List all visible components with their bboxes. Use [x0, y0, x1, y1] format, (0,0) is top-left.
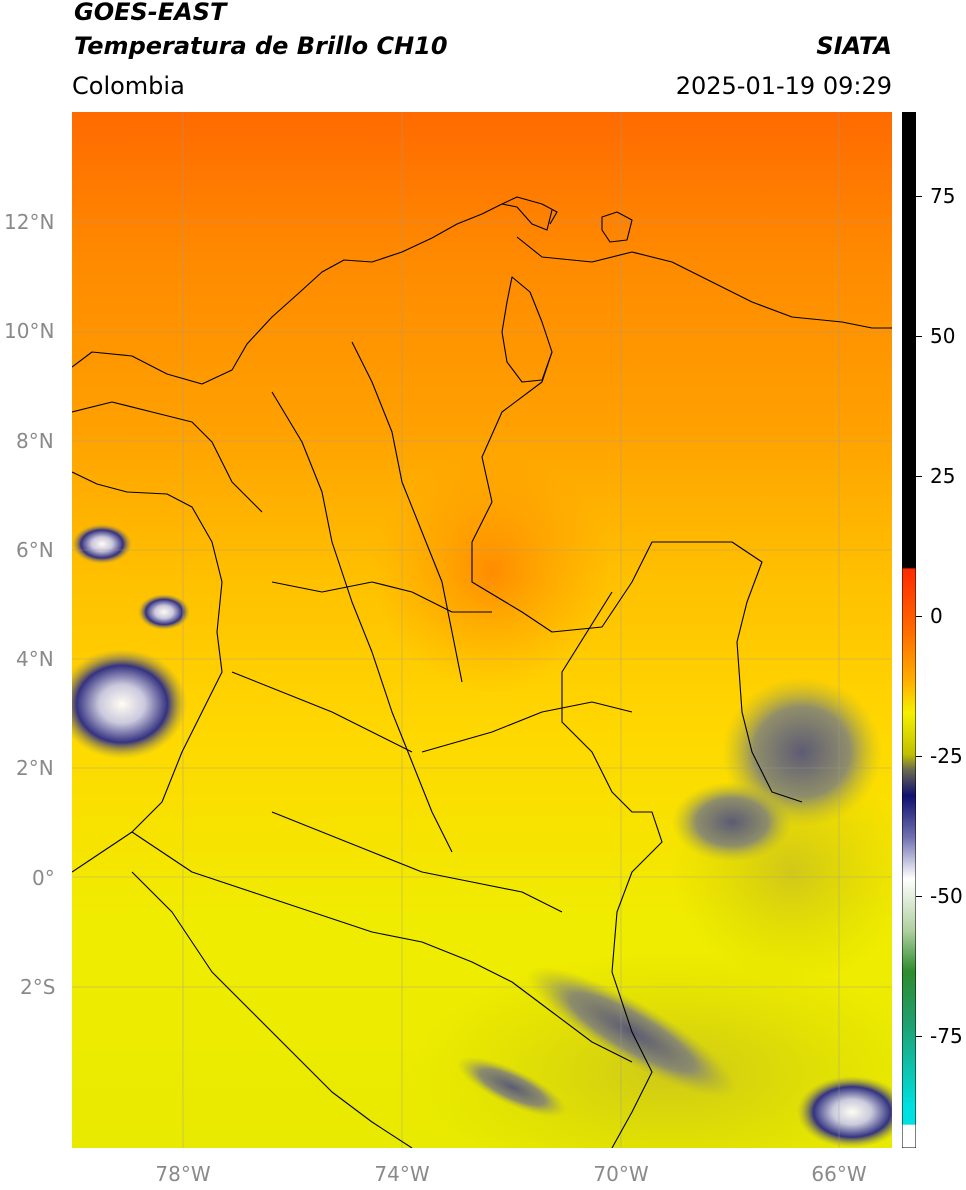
- internal-division-1: [271, 391, 453, 853]
- colorbar-tick-label: -50: [930, 884, 963, 908]
- internal-division-2: [351, 341, 463, 683]
- venezuela-coast: [516, 236, 892, 329]
- lat-label-6n: 6°N: [16, 538, 54, 562]
- colorbar-tick: [916, 756, 922, 757]
- internal-division-3: [271, 581, 492, 613]
- lat-label-12n: 12°N: [4, 210, 55, 234]
- lon-label-70w: 70°W: [593, 1162, 649, 1186]
- cloud-pacific-mid: [138, 594, 190, 630]
- internal-division-6: [271, 811, 563, 913]
- colombia-brazil-border: [561, 591, 663, 1148]
- colorbar-tick-label: -75: [930, 1024, 963, 1048]
- lat-label-2n: 2°N: [16, 756, 54, 780]
- internal-division-5: [231, 671, 413, 753]
- lat-label-8n: 8°N: [16, 429, 54, 453]
- colorbar-tick-label: 50: [930, 324, 956, 348]
- ecuador-peru-line: [131, 871, 413, 1148]
- colorbar-tick: [916, 476, 922, 477]
- region-label: Colombia: [72, 72, 185, 100]
- colorbar-tick: [916, 196, 922, 197]
- colorbar: [902, 112, 916, 1148]
- cloud-east-low: [672, 782, 792, 862]
- cloud-southeast: [797, 1076, 892, 1148]
- colorbar-tick: [916, 896, 922, 897]
- lat-label-0: 0°: [32, 866, 55, 890]
- lon-label-78w: 78°W: [155, 1162, 211, 1186]
- internal-division-4: [421, 701, 633, 753]
- colorbar-tick: [916, 616, 922, 617]
- colorbar-tick: [916, 1036, 922, 1037]
- lat-label-10n: 10°N: [4, 319, 55, 343]
- source-label: SIATA: [816, 32, 892, 60]
- cloud-pacific-large: [72, 649, 187, 759]
- paraguana: [601, 211, 633, 243]
- colorbar-tick-label: 75: [930, 184, 956, 208]
- colorbar-tick-label: -25: [930, 744, 963, 768]
- brightness-temperature-map: [72, 112, 892, 1148]
- lat-label-2s: 2°S: [20, 975, 56, 999]
- maracaibo-lake: [501, 276, 553, 383]
- coastlines-and-borders: [72, 196, 892, 1148]
- datetime-label: 2025-01-19 09:29: [675, 72, 892, 100]
- warm-region-andes: [372, 452, 612, 692]
- colombia-peru-border: [131, 831, 633, 1063]
- cloud-south-band-2: [457, 1056, 567, 1118]
- pacific-coast: [72, 471, 223, 873]
- colombia-venezuela-border: [471, 351, 803, 803]
- colorbar-tick-label: 0: [930, 604, 943, 628]
- guajira-coast: [501, 196, 558, 225]
- colorbar-tick-label: 25: [930, 464, 956, 488]
- cloud-pacific-north: [72, 524, 132, 564]
- lat-label-4n: 4°N: [16, 647, 54, 671]
- title-product: Temperatura de Brillo CH10: [74, 32, 448, 60]
- caribbean-coast: [72, 203, 553, 385]
- colorbar-tick: [916, 336, 922, 337]
- title-satellite: GOES-EAST: [74, 0, 227, 26]
- panama-isthmus: [72, 401, 263, 513]
- lon-label-74w: 74°W: [374, 1162, 430, 1186]
- lon-label-66w: 66°W: [811, 1162, 867, 1186]
